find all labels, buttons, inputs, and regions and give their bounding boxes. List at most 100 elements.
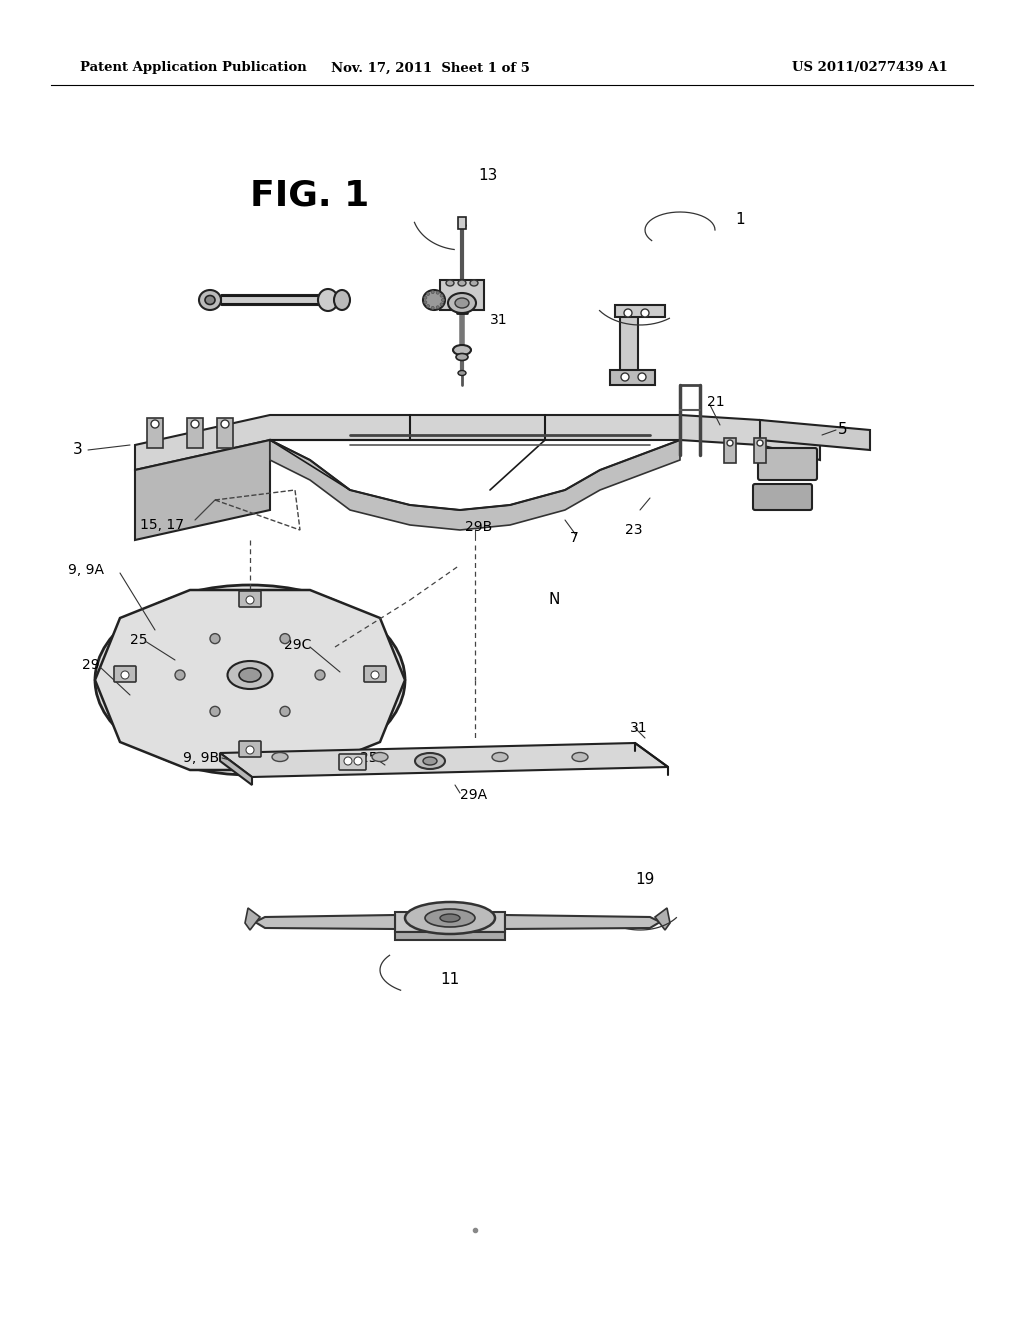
Ellipse shape [239, 668, 261, 682]
Circle shape [221, 420, 229, 428]
Ellipse shape [415, 752, 445, 770]
Polygon shape [395, 912, 505, 932]
Ellipse shape [423, 290, 445, 310]
FancyBboxPatch shape [758, 447, 817, 480]
Ellipse shape [446, 280, 454, 286]
Text: 3: 3 [73, 441, 83, 457]
Ellipse shape [372, 752, 388, 762]
Polygon shape [270, 440, 680, 531]
Circle shape [624, 309, 632, 317]
Text: 11: 11 [440, 973, 459, 987]
Ellipse shape [453, 345, 471, 355]
Text: Nov. 17, 2011  Sheet 1 of 5: Nov. 17, 2011 Sheet 1 of 5 [331, 62, 529, 74]
Text: 9, 9A: 9, 9A [68, 564, 104, 577]
Circle shape [210, 706, 220, 717]
Polygon shape [440, 280, 484, 310]
FancyBboxPatch shape [221, 294, 323, 305]
Ellipse shape [334, 290, 350, 310]
Circle shape [354, 756, 362, 766]
Ellipse shape [199, 290, 221, 310]
Polygon shape [220, 743, 668, 777]
Ellipse shape [318, 289, 338, 312]
Text: 29: 29 [82, 657, 99, 672]
Circle shape [210, 634, 220, 644]
Bar [217, 418, 233, 447]
Text: 29B: 29B [465, 520, 493, 535]
Polygon shape [220, 752, 252, 785]
Circle shape [436, 292, 439, 294]
Bar [620, 310, 638, 375]
Ellipse shape [572, 752, 588, 762]
Circle shape [151, 420, 159, 428]
Text: 15, 17: 15, 17 [140, 517, 184, 532]
Text: N: N [548, 593, 559, 607]
Circle shape [427, 293, 430, 296]
Text: 9, 9B: 9, 9B [183, 751, 219, 766]
Ellipse shape [227, 661, 272, 689]
Circle shape [638, 374, 646, 381]
Text: 7: 7 [570, 531, 579, 545]
Circle shape [424, 301, 427, 304]
Text: 21: 21 [707, 395, 725, 409]
Polygon shape [135, 440, 270, 540]
Text: 29C: 29C [284, 638, 311, 652]
Polygon shape [760, 420, 870, 450]
Polygon shape [655, 908, 670, 931]
Ellipse shape [449, 293, 476, 313]
Bar [724, 438, 736, 463]
Circle shape [315, 671, 325, 680]
Bar [754, 438, 766, 463]
FancyBboxPatch shape [753, 484, 812, 510]
Circle shape [246, 746, 254, 754]
Text: 5: 5 [838, 421, 848, 437]
Text: 25: 25 [130, 634, 147, 647]
Text: 25: 25 [360, 751, 378, 766]
FancyBboxPatch shape [114, 667, 136, 682]
Text: 19: 19 [635, 873, 654, 887]
Circle shape [757, 440, 763, 446]
Ellipse shape [272, 752, 288, 762]
Bar [187, 418, 203, 447]
Circle shape [440, 294, 443, 297]
Circle shape [175, 671, 185, 680]
Circle shape [641, 309, 649, 317]
Circle shape [427, 305, 430, 308]
Ellipse shape [95, 585, 406, 775]
Bar [147, 418, 163, 447]
Ellipse shape [458, 371, 466, 375]
Polygon shape [505, 915, 660, 929]
Text: US 2011/0277439 A1: US 2011/0277439 A1 [793, 62, 948, 74]
Circle shape [431, 290, 434, 293]
Ellipse shape [492, 752, 508, 762]
Bar [458, 216, 466, 228]
Circle shape [191, 420, 199, 428]
Ellipse shape [406, 902, 495, 935]
Polygon shape [135, 414, 820, 470]
Circle shape [621, 374, 629, 381]
Ellipse shape [205, 296, 215, 305]
FancyBboxPatch shape [239, 741, 261, 756]
Ellipse shape [455, 298, 469, 308]
Text: Patent Application Publication: Patent Application Publication [80, 62, 307, 74]
Text: 1: 1 [735, 213, 744, 227]
FancyBboxPatch shape [239, 591, 261, 607]
FancyBboxPatch shape [364, 667, 386, 682]
Polygon shape [95, 590, 406, 770]
Circle shape [371, 671, 379, 678]
Circle shape [280, 706, 290, 717]
Circle shape [440, 302, 443, 306]
Ellipse shape [458, 280, 466, 286]
Polygon shape [245, 908, 260, 931]
Bar [615, 305, 665, 317]
Circle shape [431, 306, 434, 309]
Text: FIG. 1: FIG. 1 [250, 178, 370, 213]
Text: 13: 13 [478, 168, 498, 182]
Circle shape [424, 296, 427, 300]
Ellipse shape [423, 756, 437, 766]
Circle shape [280, 634, 290, 644]
Circle shape [727, 440, 733, 446]
Circle shape [344, 756, 352, 766]
Text: 29A: 29A [460, 788, 487, 803]
Text: 23: 23 [625, 523, 642, 537]
Text: 31: 31 [630, 721, 647, 735]
